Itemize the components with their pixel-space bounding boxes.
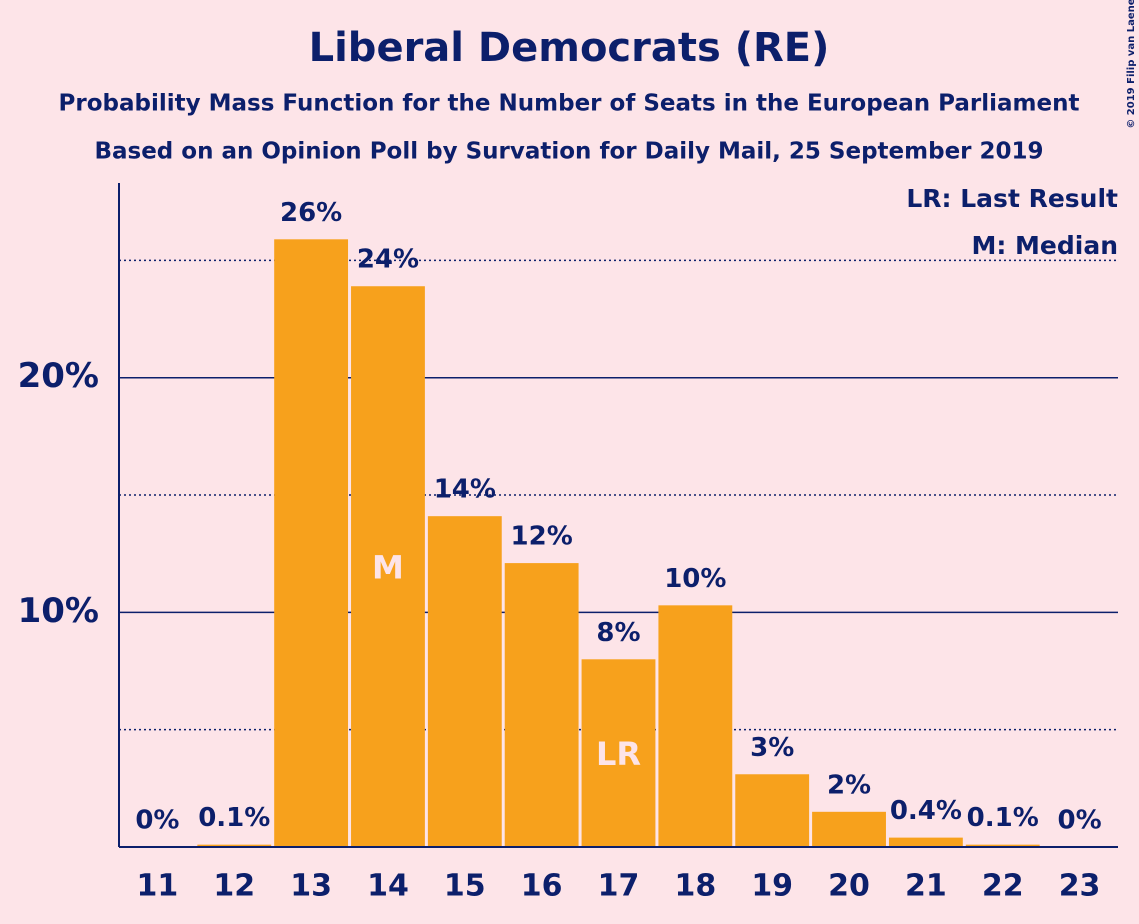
value-label: 0% <box>135 806 179 836</box>
value-label: 0.1% <box>967 803 1039 833</box>
value-label: 26% <box>280 198 342 228</box>
value-label: 2% <box>827 770 871 800</box>
x-tick-label: 16 <box>521 869 563 904</box>
bar <box>197 844 272 847</box>
bar <box>735 774 810 847</box>
x-tick-label: 11 <box>137 869 179 904</box>
value-label: 0.4% <box>890 796 962 826</box>
value-label: 0.1% <box>198 803 270 833</box>
copyright: © 2019 Filip van Laenen <box>1126 0 1137 129</box>
bar <box>351 286 425 847</box>
x-tick-label: 22 <box>982 869 1024 904</box>
value-label: 12% <box>511 522 573 552</box>
bar <box>965 844 1040 847</box>
bar <box>888 837 963 847</box>
y-tick-label: 10% <box>18 591 99 631</box>
x-tick-label: 21 <box>905 869 947 904</box>
x-tick-label: 13 <box>290 869 332 904</box>
chart-subtitle: Based on an Opinion Poll by Survation fo… <box>94 139 1043 165</box>
bar-marker: LR <box>596 735 641 773</box>
bar <box>427 516 502 847</box>
x-tick-label: 18 <box>674 869 716 904</box>
value-label: 10% <box>664 564 726 594</box>
bar <box>658 605 733 847</box>
x-tick-label: 14 <box>367 869 409 904</box>
x-tick-label: 19 <box>751 869 793 904</box>
y-tick-label: 20% <box>18 356 99 396</box>
bar <box>812 811 886 847</box>
value-label: 3% <box>750 733 794 763</box>
legend-entry: M: Median <box>971 231 1118 260</box>
x-tick-label: 17 <box>598 869 640 904</box>
x-tick-label: 20 <box>828 869 870 904</box>
bar <box>581 659 656 847</box>
chart-subtitle: Probability Mass Function for the Number… <box>59 91 1080 117</box>
bar <box>274 239 349 847</box>
x-tick-label: 23 <box>1059 869 1101 904</box>
bar-marker: M <box>372 549 404 587</box>
bar <box>504 563 579 847</box>
x-tick-label: 12 <box>213 869 255 904</box>
x-tick-label: 15 <box>444 869 486 904</box>
chart-title: Liberal Democrats (RE) <box>309 25 830 71</box>
value-label: 0% <box>1057 806 1101 836</box>
value-label: 8% <box>596 618 640 648</box>
legend-entry: LR: Last Result <box>906 184 1118 213</box>
value-label: 24% <box>357 245 419 275</box>
value-label: 14% <box>434 475 496 505</box>
